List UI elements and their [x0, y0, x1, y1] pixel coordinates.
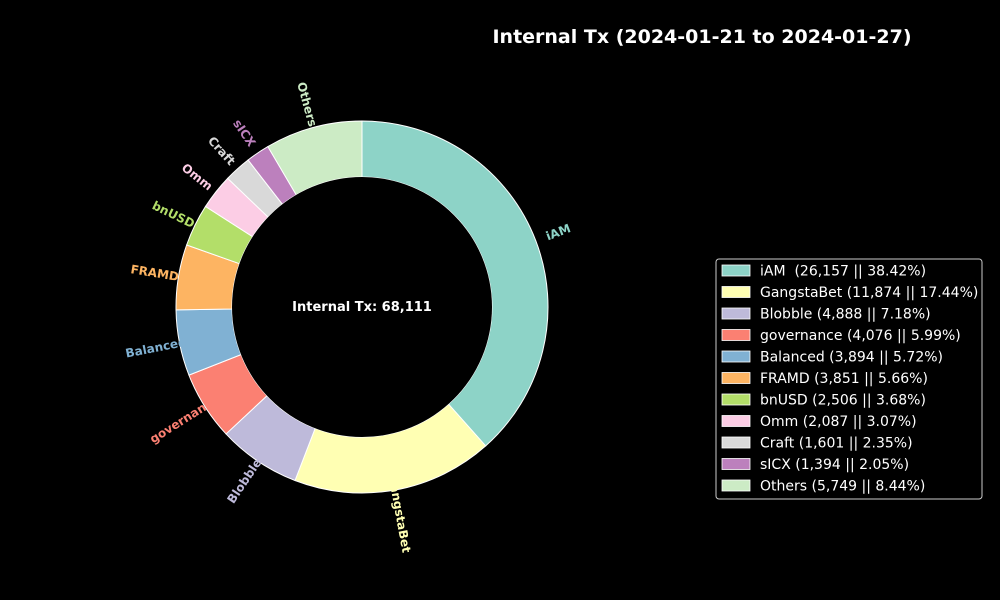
- slice-label-balanced: Balanced: [124, 335, 187, 361]
- slice-label-governance: governance: [147, 392, 221, 446]
- donut-slices: [175, 120, 549, 494]
- legend-swatch-sicx: [721, 458, 751, 470]
- legend-label-gangstabet: GangstaBet (11,874 || 17.44%): [760, 285, 978, 301]
- donut-hole: [232, 177, 492, 437]
- slice-label-omm: Omm: [179, 161, 215, 194]
- slice-label-iam: iAM: [544, 221, 573, 243]
- legend-label-blobble: Blobble (4,888 || 7.18%): [760, 307, 931, 323]
- legend-label-iam: iAM (26,157 || 38.42%): [760, 264, 926, 280]
- legend: iAM (26,157 || 38.42%) GangstaBet (11,874…: [715, 258, 983, 500]
- legend-label-governance: governance (4,076 || 5.99%): [760, 328, 961, 344]
- legend-swatch-iam: [721, 264, 751, 277]
- legend-label-others: Others (5,749 || 8.44%): [760, 479, 925, 495]
- slice-label-craft: Craft: [205, 134, 238, 169]
- legend-label-sicx: sICX (1,394 || 2.05%): [760, 457, 909, 473]
- legend-items: iAM (26,157 || 38.42%) GangstaBet (11,874…: [721, 264, 978, 495]
- slice-label-framd: FRAMD: [130, 262, 180, 284]
- legend-label-bnusd: bnUSD (2,506 || 3.68%): [760, 393, 926, 409]
- legend-swatch-framd: [721, 372, 751, 384]
- legend-swatch-others: [721, 479, 751, 492]
- legend-swatch-gangstabet: [721, 286, 751, 298]
- slice-label-bnusd: bnUSD: [150, 198, 197, 231]
- legend-swatch-governance: [721, 329, 751, 341]
- legend-label-omm: Omm (2,087 || 3.07%): [760, 414, 917, 430]
- legend-swatch-bnusd: [721, 393, 751, 406]
- slice-label-blobble: Blobble: [224, 456, 264, 506]
- slice-label-sicx: sICX: [230, 117, 259, 150]
- legend-label-craft: Craft (1,601 || 2.35%): [760, 436, 913, 452]
- legend-swatch-balanced: [721, 350, 751, 363]
- legend-label-framd: FRAMD (3,851 || 5.66%): [760, 371, 928, 387]
- legend-label-balanced: Balanced (3,894 || 5.72%): [760, 350, 943, 366]
- legend-swatch-omm: [721, 415, 751, 427]
- center-label: Internal Tx: 68,111: [292, 300, 432, 315]
- chart-title: Internal Tx (2024-01-21 to 2024-01-27): [492, 26, 911, 48]
- legend-swatch-craft: [721, 436, 751, 449]
- slice-label-others: Others: [294, 80, 319, 128]
- legend-swatch-blobble: [721, 307, 751, 320]
- legend-box: [715, 258, 983, 500]
